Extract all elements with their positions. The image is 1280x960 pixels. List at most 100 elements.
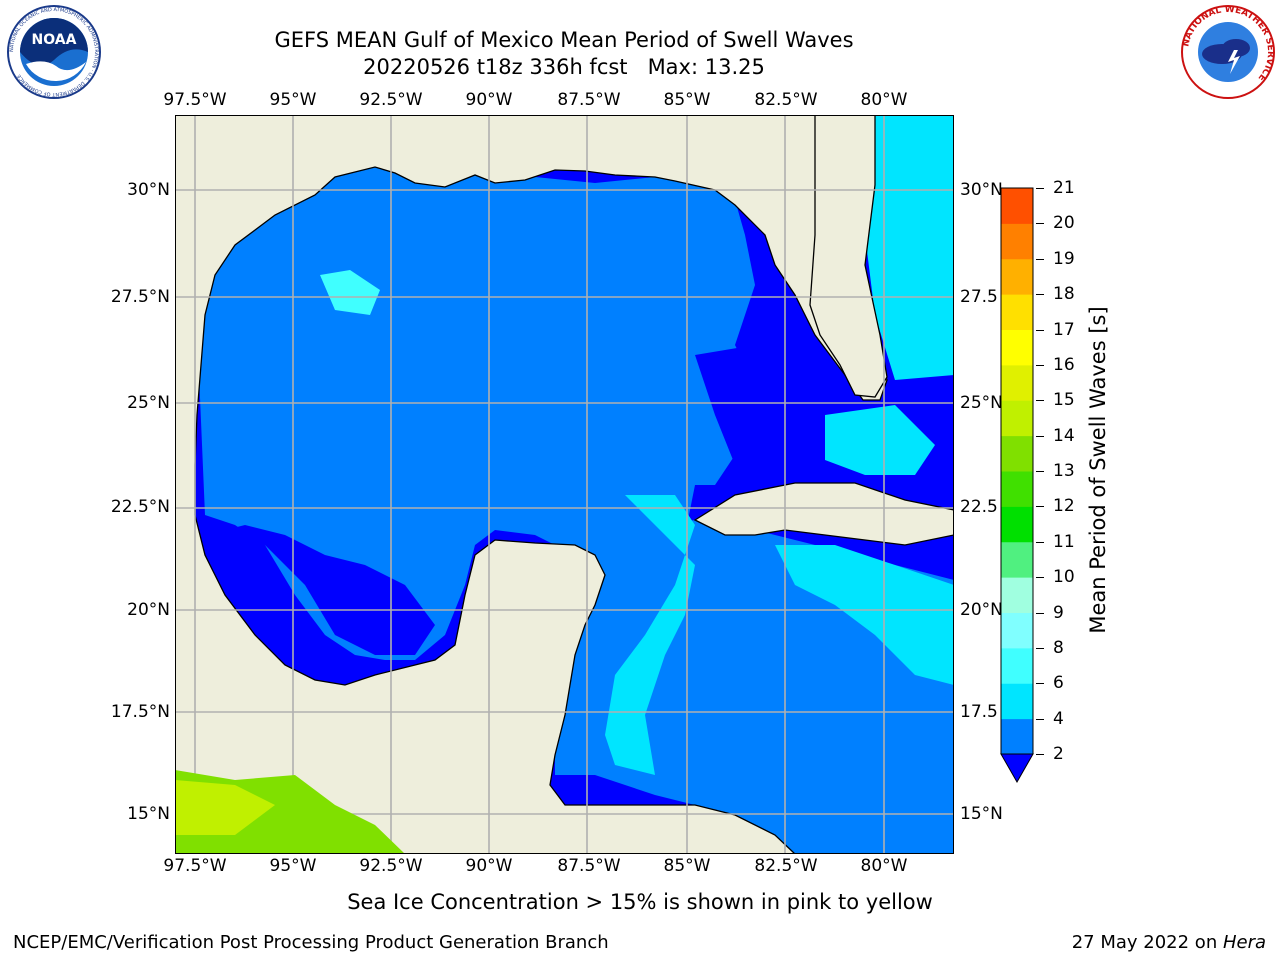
colorbar-segment [1001,364,1033,401]
footer-machine: Hera [1222,932,1266,953]
colorbar-segment [1001,188,1033,224]
colorbar-tick-mark [1036,258,1044,260]
lat-label-left: 17.5°N [110,702,170,722]
colorbar-tick-mark [1036,683,1044,685]
colorbar-tick-mark [1036,612,1044,614]
colorbar-frame [1000,187,1034,755]
pacific-field-yellow [175,780,275,835]
colorbar-tick-label: 15 [1053,390,1075,411]
colorbar-tick-mark [1036,223,1044,225]
colorbar-tick-label: 13 [1053,461,1075,481]
colorbar-scale [1000,187,1034,784]
colorbar-tick-label: 17 [1053,319,1075,340]
colorbar-tick-label: 21 [1053,178,1075,198]
lon-label-top: 95°W [269,90,317,110]
colorbar-tick-mark [1036,471,1044,472]
colorbar-tick-mark [1036,400,1044,402]
dark-pocket-se [695,345,825,475]
colorbar-tick-label: 2 [1053,744,1064,764]
colorbar-tick-label: 18 [1053,284,1075,305]
colorbar-extend-arrow [1000,753,1034,784]
map-canvas [174,114,955,855]
colorbar-tick-label: 4 [1053,708,1064,729]
lon-label-top: 90°W [465,90,513,110]
lat-label-left: 30°N [127,180,170,200]
lat-label-right: 25°N [960,393,1003,413]
colorbar-tick-mark [1036,435,1044,437]
map-subtitle: 20220526 t18z 336h fcst Max: 13.25 [363,55,765,79]
cyan-area-yucatan-channel [605,495,695,775]
colorbar-tick-label: 12 [1053,496,1075,517]
colorbar [1000,186,1036,786]
lat-label-right: 22.5 [960,497,998,517]
lon-label-top: 85°W [663,90,711,110]
colorbar-segment [1001,541,1033,578]
colorbar-segment [1001,612,1033,649]
colorbar-tick-mark [1036,541,1044,543]
lon-label-bottom: 90°W [465,856,513,876]
colorbar-segment [1001,683,1033,720]
colorbar-segment [1001,435,1033,472]
colorbar-tick-mark [1036,577,1044,579]
colorbar-segment [1001,577,1033,613]
footer-credit: NCEP/EMC/Verification Post Processing Pr… [13,932,609,953]
lon-label-bottom: 85°W [663,856,711,876]
lon-label-top: 92.5°W [359,90,423,110]
lat-label-left: 15°N [127,804,170,824]
colorbar-tick-label: 8 [1053,637,1064,658]
lon-label-top: 87.5°W [557,90,621,110]
footer-date: 27 May 2022 on Hera [1072,932,1266,953]
lon-label-bottom: 97.5°W [163,856,227,876]
colorbar-tick-label: 14 [1053,425,1075,446]
lat-label-right: 27.5 [960,287,998,307]
colorbar-segment [1001,400,1033,437]
colorbar-segment [1001,223,1033,260]
colorbar-tick-mark [1036,754,1044,755]
land-florida [809,114,888,398]
colorbar-segment [1001,294,1033,330]
colorbar-tick-mark [1036,329,1044,331]
lat-label-right: 15°N [960,804,1003,824]
colorbar-tick-mark [1036,294,1044,296]
sea-ice-note-text: Sea Ice Concentration > 15% is shown in … [347,890,933,914]
lon-label-bottom: 92.5°W [359,856,423,876]
lon-label-bottom: 82.5°W [754,856,818,876]
map-title: GEFS MEAN Gulf of Mexico Mean Period of … [274,28,854,52]
lon-label-top: 82.5°W [754,90,818,110]
lon-label-top: 97.5°W [163,90,227,110]
colorbar-segment [1001,471,1033,507]
cyan-area-central-gulf [320,270,380,315]
cyan-area-florida-straits [825,405,935,475]
lon-label-bottom: 87.5°W [557,856,621,876]
colorbar-tick-mark [1036,647,1044,649]
colorbar-segment [1001,506,1033,543]
lon-label-top: 80°W [860,90,908,110]
colorbar-tick-mark [1036,188,1044,189]
footer-date-text: 27 May 2022 on [1071,932,1223,953]
colorbar-tick-mark [1036,364,1044,366]
colorbar-tick-label: 10 [1053,567,1075,588]
colorbar-tick-label: 11 [1053,531,1075,552]
colorbar-tick-label: 9 [1053,602,1064,623]
dark-pocket-sw [205,525,435,655]
lat-label-left: 25°N [127,393,170,413]
colorbar-tick-label: 6 [1053,673,1064,694]
nws-logo: NATIONAL WEATHER SERVICE [1178,4,1278,100]
colorbar-label: Mean Period of Swell Waves [s] [1086,306,1110,634]
noaa-logo-text: NOAA [32,32,77,48]
colorbar-segment [1001,647,1033,684]
lat-label-left: 27.5°N [110,287,170,307]
lon-label-bottom: 95°W [269,856,317,876]
lat-label-left: 22.5°N [110,497,170,517]
map-panel [174,114,955,855]
land-cuba [693,482,955,546]
colorbar-segment [1001,718,1033,755]
lat-label-right: 20°N [960,600,1003,620]
lat-label-right: 30°N [960,180,1003,200]
colorbar-tick-label: 16 [1053,354,1075,375]
lat-label-right: 17.5 [960,702,998,722]
lat-label-left: 20°N [127,600,170,620]
noaa-logo: NOAA NATIONAL OCEANIC AND ATMOSPHERIC AD… [4,4,104,100]
cyan-area-caribbean-east [775,545,954,685]
colorbar-segment [1001,258,1033,295]
